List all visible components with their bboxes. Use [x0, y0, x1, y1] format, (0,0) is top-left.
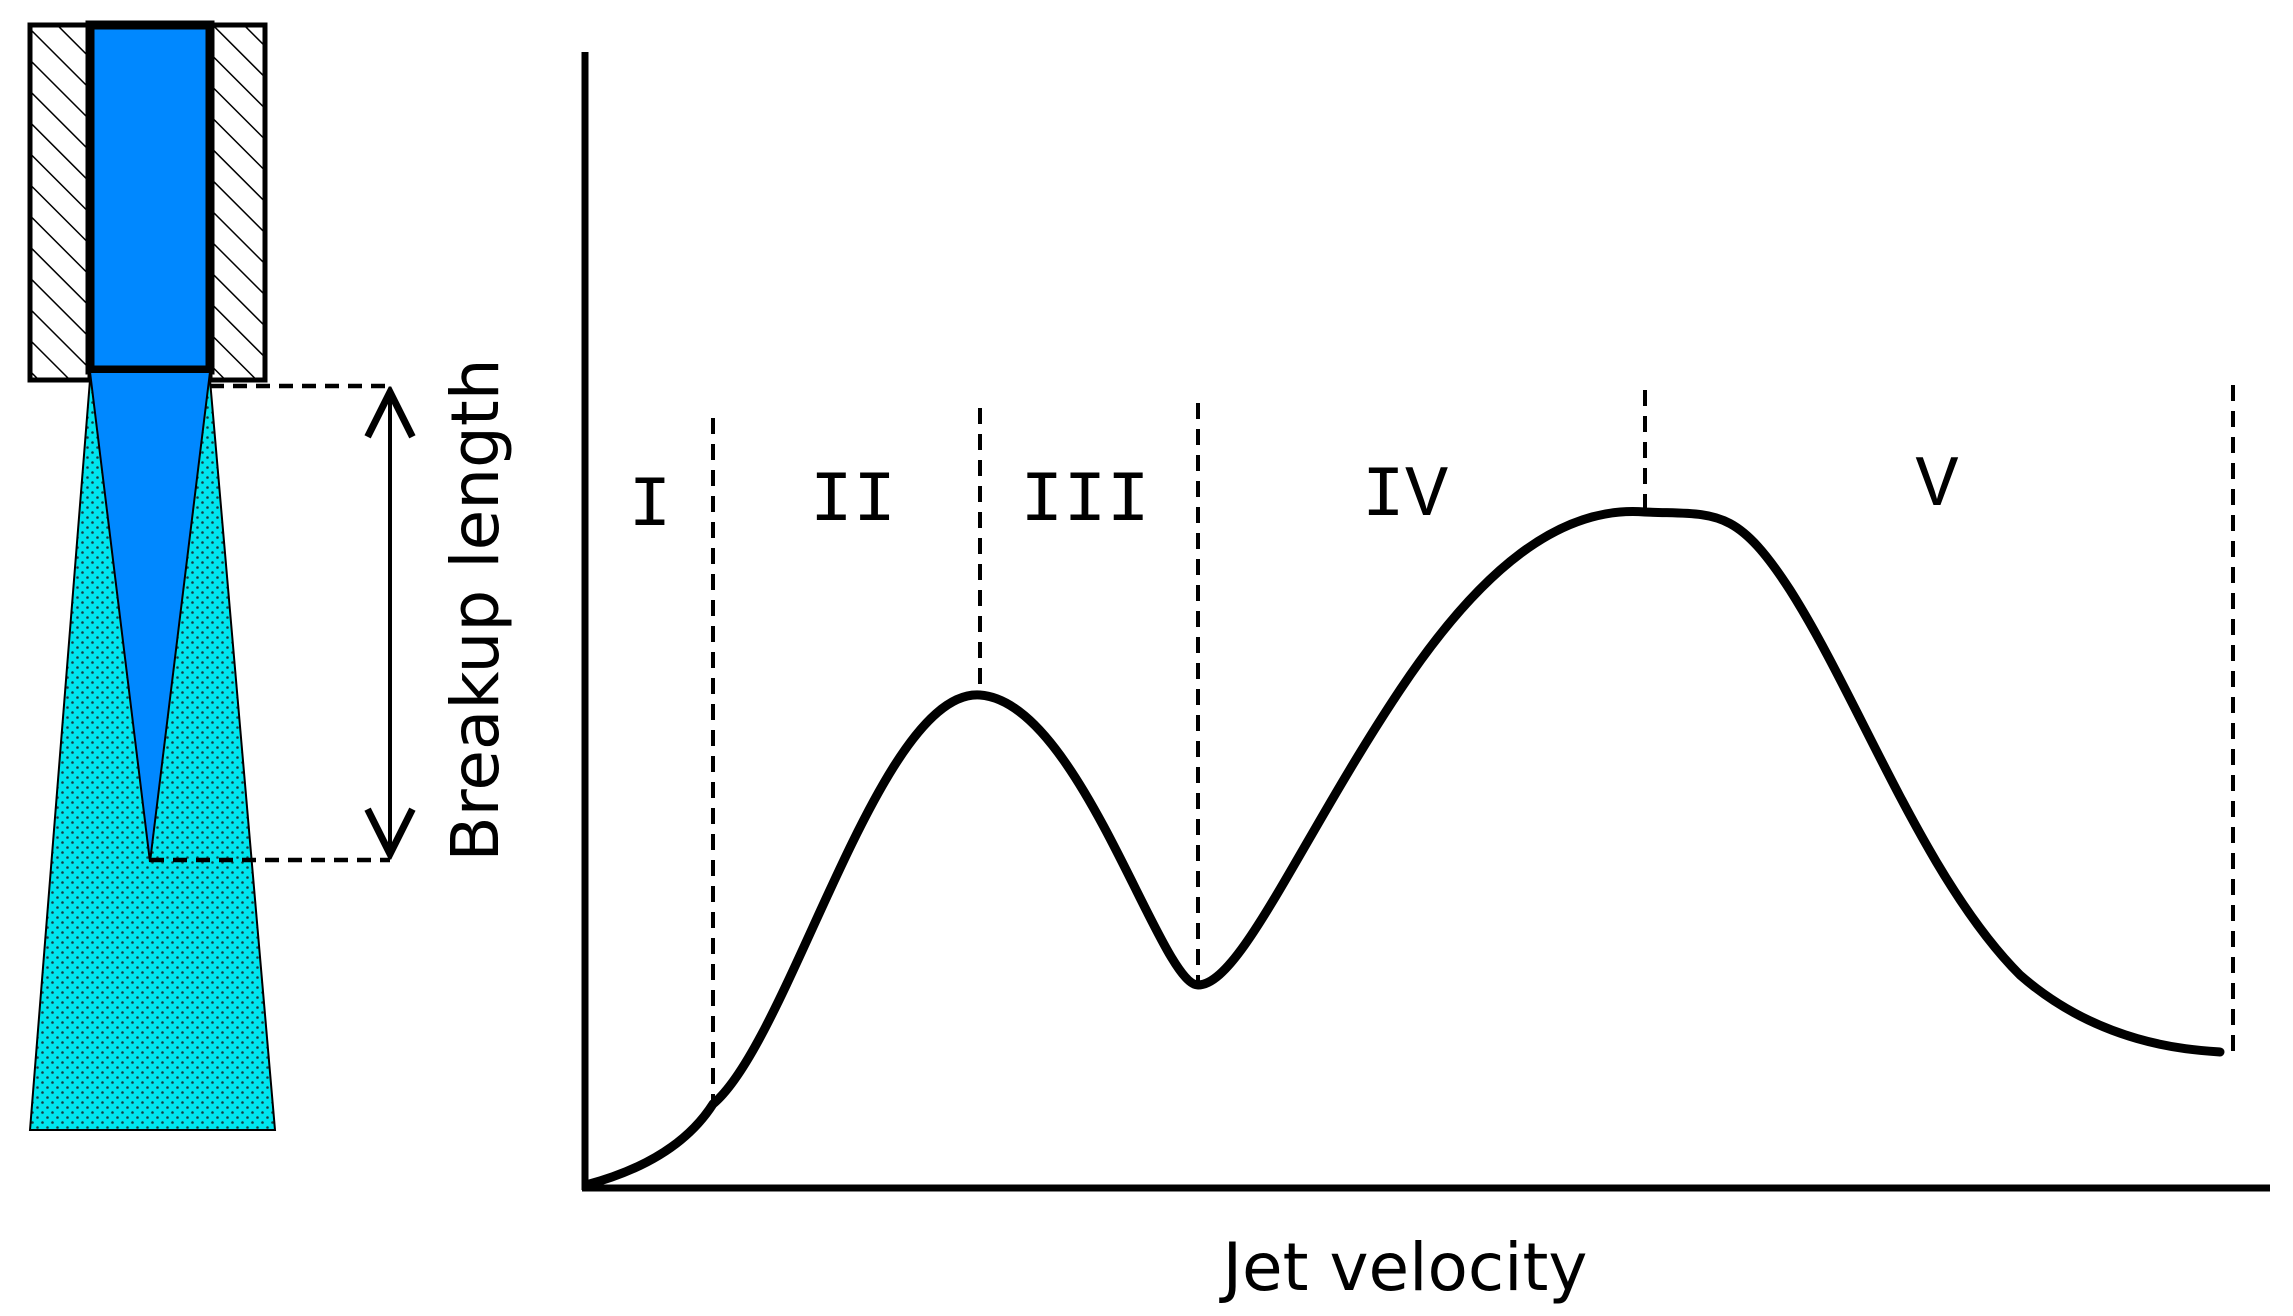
- regime-label-4: IV: [1362, 455, 1448, 537]
- regime-labels: I II III IV V: [628, 445, 1958, 547]
- plot-axes: [581, 52, 2270, 1192]
- nozzle-wall-left: [27, 22, 93, 383]
- x-axis-label: Jet velocity: [1219, 1229, 1588, 1306]
- nozzle-wall-right: [207, 22, 268, 383]
- regime-label-3: III: [1020, 460, 1150, 542]
- jet-core-in-nozzle: [85, 20, 215, 375]
- spray-cone-icon: [28, 371, 277, 1131]
- liquid-core-cone: [88, 371, 212, 863]
- regime-label-1: I: [628, 465, 671, 547]
- breakup-curve: [581, 506, 2225, 1190]
- regime-boundaries: [711, 385, 2235, 1100]
- nozzle-icon: [27, 20, 268, 383]
- y-axis-label: Breakup length: [437, 358, 514, 861]
- regime-label-2: II: [810, 460, 896, 542]
- breakup-length-indicator: [150, 383, 390, 863]
- regime-label-5: V: [1915, 445, 1958, 527]
